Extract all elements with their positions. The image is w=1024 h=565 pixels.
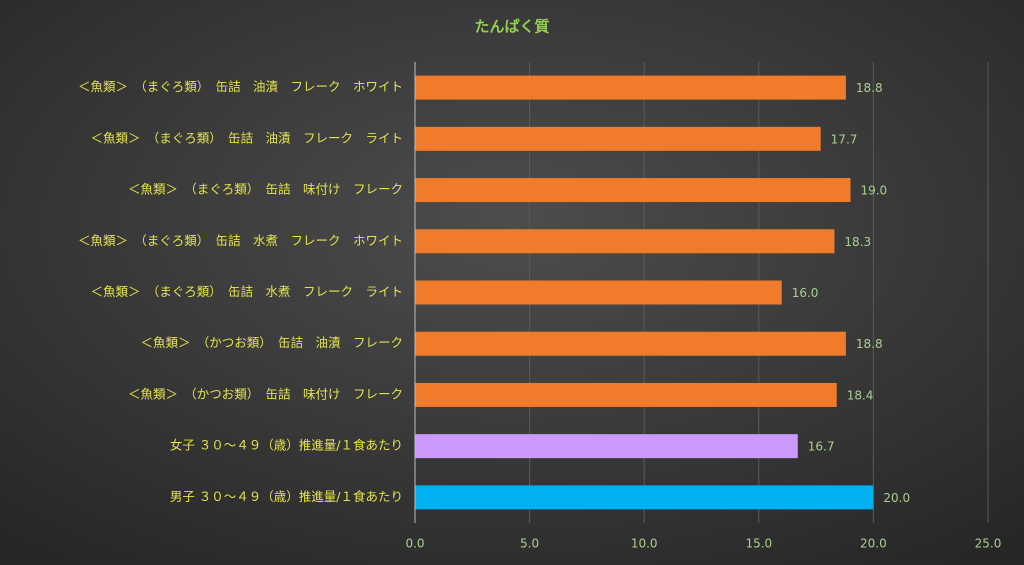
value-label: 18.8	[856, 337, 883, 351]
value-label: 20.0	[883, 491, 910, 505]
x-tick-label: 25.0	[975, 537, 1002, 551]
y-tick-label: ＜魚類＞ （かつお類） 缶詰 味付け フレーク	[128, 386, 403, 401]
y-tick-label: ＜魚類＞ （まぐろ類） 缶詰 水煮 フレーク ライト	[90, 284, 403, 299]
bar	[415, 229, 835, 254]
bar	[415, 75, 846, 100]
y-tick-label: ＜魚類＞ （まぐろ類） 缶詰 味付け フレーク	[128, 182, 403, 197]
value-label: 18.3	[844, 235, 871, 249]
value-label: 18.8	[856, 81, 883, 95]
x-tick-label: 15.0	[745, 537, 772, 551]
y-tick-label: ＜魚類＞ （かつお類） 缶詰 油漬 フレーク	[140, 335, 403, 350]
y-tick-label: 男子 ３０～４９（歳）推進量/１食あたり	[170, 489, 403, 504]
bar	[415, 178, 851, 203]
bar	[415, 434, 798, 459]
bar	[415, 126, 821, 151]
bar	[415, 382, 837, 407]
x-tick-label: 10.0	[631, 537, 658, 551]
x-tick-label: 0.0	[405, 537, 424, 551]
y-tick-label: ＜魚類＞ （まぐろ類） 缶詰 水煮 フレーク ホワイト	[78, 233, 403, 248]
bar	[415, 331, 846, 356]
bar	[415, 280, 782, 305]
chart-title: たんぱく質	[474, 18, 549, 36]
value-label: 16.7	[808, 440, 835, 454]
x-tick-label: 20.0	[860, 537, 887, 551]
y-tick-label: ＜魚類＞ （まぐろ類） 缶詰 油漬 フレーク ライト	[90, 130, 403, 145]
y-tick-label: 女子 ３０～４９（歳）推進量/１食あたり	[170, 438, 403, 453]
y-tick-label: ＜魚類＞ （まぐろ類） 缶詰 油漬 フレーク ホワイト	[78, 79, 403, 94]
bar	[415, 485, 874, 510]
value-label: 16.0	[792, 286, 819, 300]
value-label: 19.0	[860, 184, 887, 198]
x-tick-label: 5.0	[520, 537, 539, 551]
value-label: 18.4	[847, 388, 874, 402]
value-label: 17.7	[831, 132, 858, 146]
